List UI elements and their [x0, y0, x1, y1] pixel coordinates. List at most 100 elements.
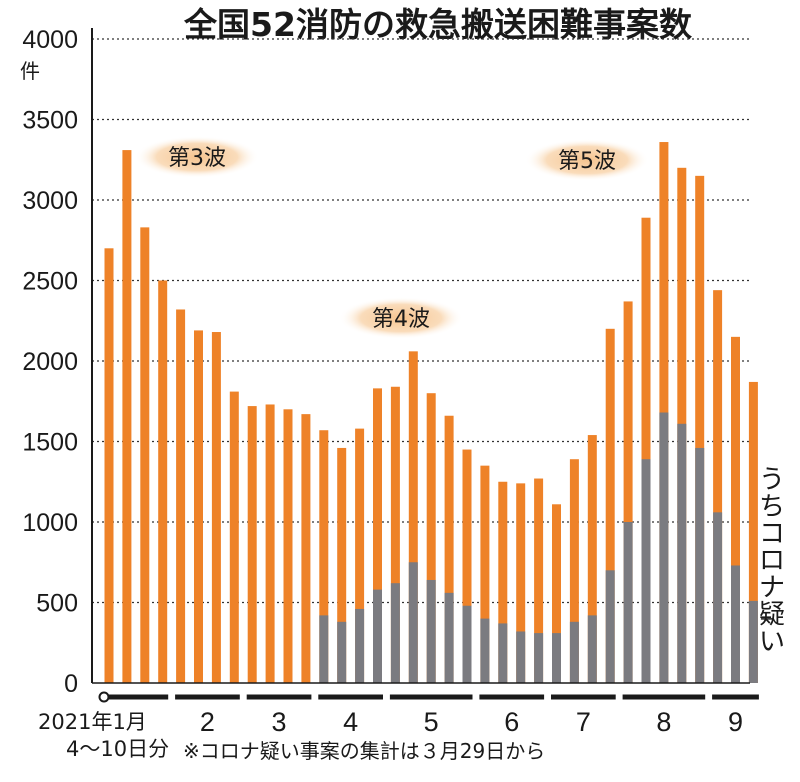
legend-char: ナ	[759, 573, 785, 603]
bar-corona	[677, 423, 687, 683]
bar-total	[516, 483, 526, 683]
bar-corona	[623, 522, 633, 683]
x-label-first-line1: 2021年1月	[38, 710, 147, 734]
bar-total	[104, 248, 114, 684]
y-tick-label: 1500	[22, 429, 78, 457]
legend-char: ち	[759, 492, 785, 522]
bar-corona	[731, 565, 740, 683]
bar-total	[444, 415, 454, 683]
x-axis	[91, 28, 759, 703]
bar-corona	[713, 512, 723, 683]
bar-corona	[695, 447, 705, 683]
bar-total	[748, 381, 758, 683]
bar-corona	[337, 621, 347, 683]
footnote: ※コロナ疑い事案の集計は３月29日から	[183, 739, 545, 763]
bar-corona	[408, 562, 418, 683]
bar-total	[480, 465, 490, 683]
x-label-first-line2: 4〜10日分	[66, 737, 169, 761]
bar-total	[265, 404, 275, 683]
y-tick-label: 500	[36, 590, 78, 618]
bar-total	[426, 393, 436, 683]
bar-corona	[373, 589, 382, 683]
bar-total	[229, 391, 239, 683]
start-marker	[98, 691, 110, 703]
bar-total	[373, 388, 382, 683]
month-label: 8	[656, 707, 671, 737]
month-label: 5	[424, 707, 439, 737]
month-label: 2	[200, 707, 215, 737]
bar-total	[587, 435, 597, 683]
legend-char: い	[759, 627, 785, 657]
bar-total	[337, 447, 347, 683]
bar-corona	[480, 618, 490, 683]
bar-total	[211, 332, 221, 683]
month-labels: 2 3 4 5 6 7 8 9	[200, 707, 743, 737]
month-label: 9	[728, 707, 743, 737]
bar-corona	[426, 579, 436, 683]
legend-char: う	[759, 465, 785, 495]
wave-label: 第4波	[372, 307, 430, 332]
chart-title: 全国52消防の救急搬送困難事案数	[183, 5, 693, 44]
bar-corona	[659, 412, 669, 683]
bar-corona	[748, 600, 758, 683]
wave-label: 第3波	[168, 146, 226, 171]
bar-corona	[390, 583, 400, 683]
bar-corona	[498, 623, 508, 683]
bar-total	[247, 406, 257, 683]
legend-char: 疑	[759, 600, 785, 630]
bars	[104, 142, 758, 684]
bar-corona	[355, 608, 365, 683]
bar-total	[695, 175, 705, 683]
bar-total	[390, 386, 400, 683]
bar-total	[623, 301, 633, 683]
bar-total	[569, 459, 579, 683]
bar-corona	[319, 615, 329, 683]
y-tick-label: 3000	[22, 187, 78, 215]
y-tick-label: 2500	[22, 268, 78, 296]
bar-total	[408, 351, 418, 683]
legend-char: コ	[759, 519, 785, 549]
wave-badge	[135, 136, 259, 178]
bar-total	[319, 430, 329, 683]
bar-corona	[444, 592, 454, 683]
bar-corona	[534, 633, 544, 683]
bar-total	[355, 428, 365, 683]
bar-total	[713, 290, 723, 683]
wave-badge	[339, 297, 463, 339]
bar-total	[283, 409, 293, 683]
y-unit-label: 件	[20, 59, 40, 83]
bar-total	[462, 449, 472, 683]
bar-total	[140, 227, 150, 683]
y-tick-label: 4000	[22, 26, 78, 54]
bar-total	[122, 150, 132, 684]
bar-corona	[641, 459, 651, 683]
bar-total	[552, 504, 561, 683]
bar-corona	[516, 631, 526, 683]
bar-corona	[605, 570, 615, 683]
bar-corona	[587, 615, 597, 683]
wave-badge	[525, 139, 649, 181]
bar-total	[194, 330, 203, 683]
bar-corona	[552, 633, 561, 683]
month-label: 7	[576, 707, 591, 737]
bar-total	[534, 478, 544, 683]
y-tick-label: 2000	[22, 348, 78, 376]
month-label: 3	[272, 707, 287, 737]
bar-total	[605, 328, 615, 683]
y-tick-label: 1000	[22, 509, 78, 537]
legend-char: ロ	[759, 546, 785, 576]
y-tick-label: 0	[64, 670, 78, 698]
y-tick-label: 3500	[22, 107, 78, 135]
bar-total	[731, 336, 740, 683]
bar-total	[158, 280, 168, 683]
bar-total	[641, 217, 651, 683]
bar-total	[301, 414, 311, 683]
bar-total	[498, 481, 508, 683]
month-label: 6	[504, 707, 519, 737]
bar-total	[176, 309, 186, 683]
bar-corona	[569, 621, 579, 683]
y-tick-labels: 4000 3500 3000 2500 2000 1500 1000 500 0	[22, 26, 78, 698]
